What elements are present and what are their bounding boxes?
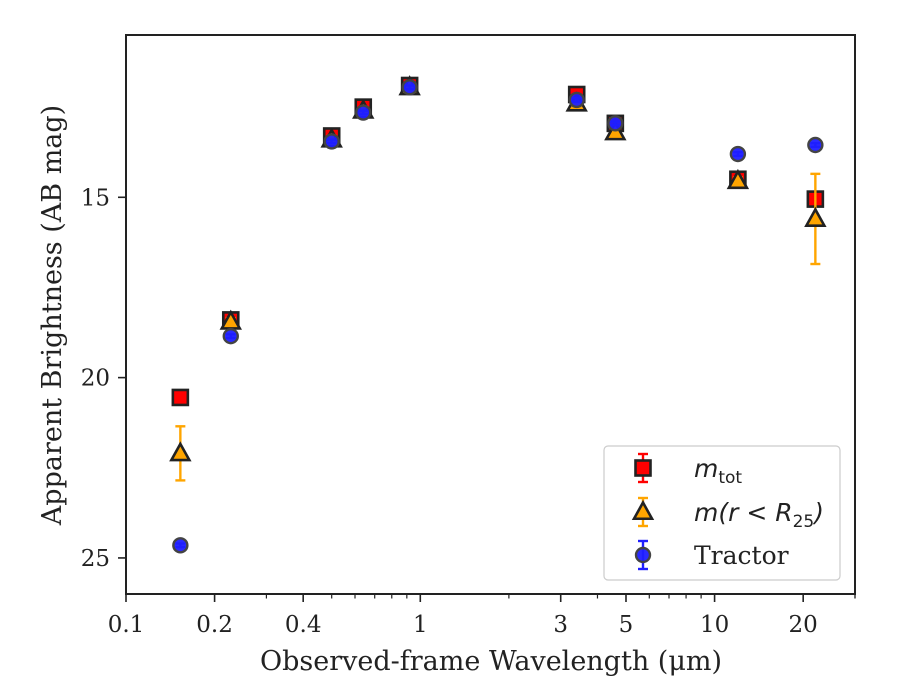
square-marker: [171, 388, 190, 407]
legend-item: mtot: [634, 452, 742, 488]
data-point: [568, 91, 585, 109]
data-point: [804, 206, 827, 227]
legend-label-sub: tot: [718, 468, 742, 488]
legend-item: m(r < R25): [631, 496, 824, 532]
square-marker: [634, 459, 652, 477]
x-tick-label: 10: [700, 612, 729, 638]
circle-marker: [401, 79, 418, 96]
y-tick-label: 15: [81, 185, 110, 211]
legend-label-sub: 25: [793, 512, 815, 532]
legend-label: m(r < R25): [694, 498, 824, 532]
data-point: [222, 327, 239, 345]
circle-marker: [172, 537, 189, 554]
legend-label: mtot: [694, 454, 742, 488]
circle-marker: [607, 115, 624, 132]
data-point: [729, 145, 747, 163]
plot-frame: [125, 34, 856, 595]
data-point: [169, 441, 192, 462]
x-tick-label: 20: [789, 612, 818, 638]
x-tick-label: 3: [553, 612, 568, 638]
legend-item: Tractor: [634, 539, 789, 571]
circle-marker: [634, 546, 652, 564]
legend-box: [603, 445, 841, 581]
plot-area: [125, 34, 856, 595]
legend-marker: [634, 459, 652, 477]
y-tick-label: 20: [81, 366, 110, 392]
legend-label-main: m: [694, 454, 718, 483]
data-point: [172, 537, 189, 554]
series-circle: [172, 79, 824, 554]
x-tick-label: 0.2: [196, 612, 233, 638]
data-point: [726, 168, 750, 190]
triangle-marker: [726, 168, 750, 190]
x-tick-label: 5: [619, 612, 634, 638]
x-axis-label: Observed-frame Wavelength (μm): [260, 646, 722, 677]
x-tick-label: 0.1: [108, 612, 145, 638]
data-point: [323, 133, 340, 150]
legend-label: Tractor: [694, 541, 789, 570]
triangle-marker: [804, 206, 827, 227]
circle-marker: [807, 136, 824, 154]
data-point: [171, 388, 190, 407]
y-axis-label: Apparent Brightness (AB mag): [37, 105, 68, 526]
legend-marker: [634, 546, 652, 564]
circle-marker: [222, 327, 239, 345]
legend-label-tail: ): [812, 498, 824, 527]
circle-marker: [355, 104, 372, 121]
circle-marker: [729, 145, 747, 163]
circle-marker: [323, 133, 340, 150]
circle-marker: [568, 91, 585, 109]
x-tick-label: 1: [413, 612, 428, 638]
data-point: [807, 136, 824, 154]
data-point: [355, 104, 372, 121]
y-axis: 15 20 25: [81, 185, 126, 572]
triangle-marker: [631, 499, 655, 521]
legend-marker: [631, 499, 655, 521]
legend-label-main: m(r < R: [694, 498, 793, 527]
x-tick-label: 0.4: [285, 612, 322, 638]
x-axis: 0.1 0.2 0.4 1 3 5 10 20: [108, 594, 856, 638]
data-point: [401, 79, 418, 96]
data-point: [607, 115, 624, 132]
y-tick-label: 25: [81, 546, 110, 572]
triangle-marker: [169, 441, 192, 462]
legend: mtot m(r < R25) Tractor: [603, 445, 841, 581]
